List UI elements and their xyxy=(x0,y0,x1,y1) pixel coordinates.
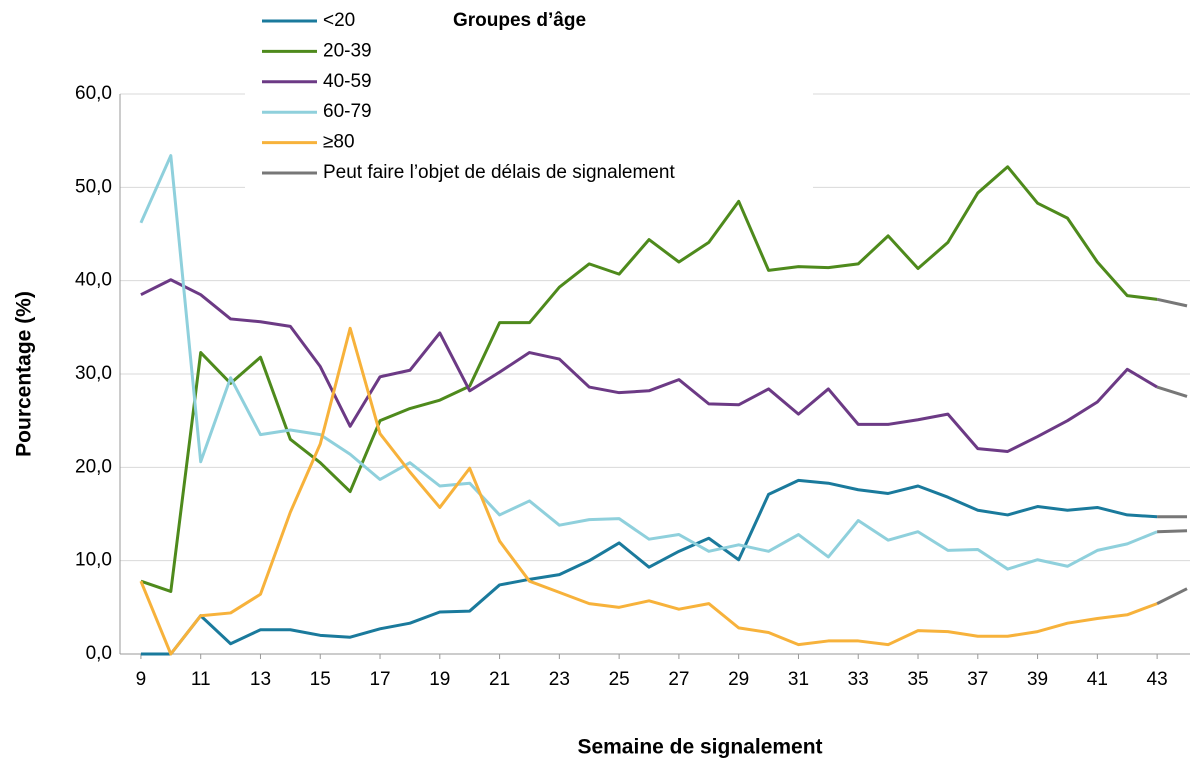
x-tick-label: 11 xyxy=(191,669,211,690)
line xyxy=(140,278,1158,453)
x-tick-label: 19 xyxy=(429,669,450,690)
delay-line xyxy=(1156,297,1188,308)
x-tick-label: 13 xyxy=(250,669,271,690)
y-tick-label: 0,0 xyxy=(86,643,112,664)
x-tick-label: 41 xyxy=(1087,669,1108,690)
delay-line xyxy=(1156,587,1188,605)
legend-label: ≥80 xyxy=(323,132,355,153)
x-tick-label: 17 xyxy=(369,669,390,690)
x-tick-label: 9 xyxy=(136,669,147,690)
legend-title: Groupes d’âge xyxy=(453,10,586,31)
x-tick-label: 23 xyxy=(549,669,570,690)
legend-label: 60-79 xyxy=(323,101,372,122)
line xyxy=(139,154,1158,571)
y-tick-label: 20,0 xyxy=(75,456,112,477)
x-tick-label: 31 xyxy=(788,669,809,690)
y-tick-label: 40,0 xyxy=(75,270,112,291)
x-tick-label: 21 xyxy=(489,669,510,690)
legend-label: 40-59 xyxy=(323,71,372,92)
line xyxy=(139,326,1158,656)
x-tick-label: 15 xyxy=(310,669,331,690)
delay-line xyxy=(1156,385,1188,398)
line xyxy=(140,478,1158,656)
line xyxy=(140,165,1158,593)
y-axis-label: Pourcentage (%) xyxy=(13,291,36,457)
x-tick-label: 33 xyxy=(848,669,869,690)
y-tick-label: 60,0 xyxy=(75,83,112,104)
y-tick-label: 30,0 xyxy=(75,363,112,384)
x-axis-label: Semaine de signalement xyxy=(577,736,822,759)
x-tick-label: 25 xyxy=(609,669,630,690)
delay-line xyxy=(1157,529,1188,534)
legend-label: Peut faire l’objet de délais de signalem… xyxy=(323,162,675,183)
x-tick-label: 43 xyxy=(1147,669,1168,690)
x-tick-label: 27 xyxy=(668,669,689,690)
legend-label: 20-39 xyxy=(323,40,372,61)
x-tick-label: 37 xyxy=(967,669,988,690)
x-tick-label: 35 xyxy=(907,669,928,690)
y-tick-label: 50,0 xyxy=(75,176,112,197)
x-tick-label: 39 xyxy=(1027,669,1048,690)
y-tick-label: 10,0 xyxy=(75,550,112,571)
legend-label: <20 xyxy=(323,10,355,31)
x-tick-label: 29 xyxy=(728,669,749,690)
legend-box xyxy=(245,0,813,190)
